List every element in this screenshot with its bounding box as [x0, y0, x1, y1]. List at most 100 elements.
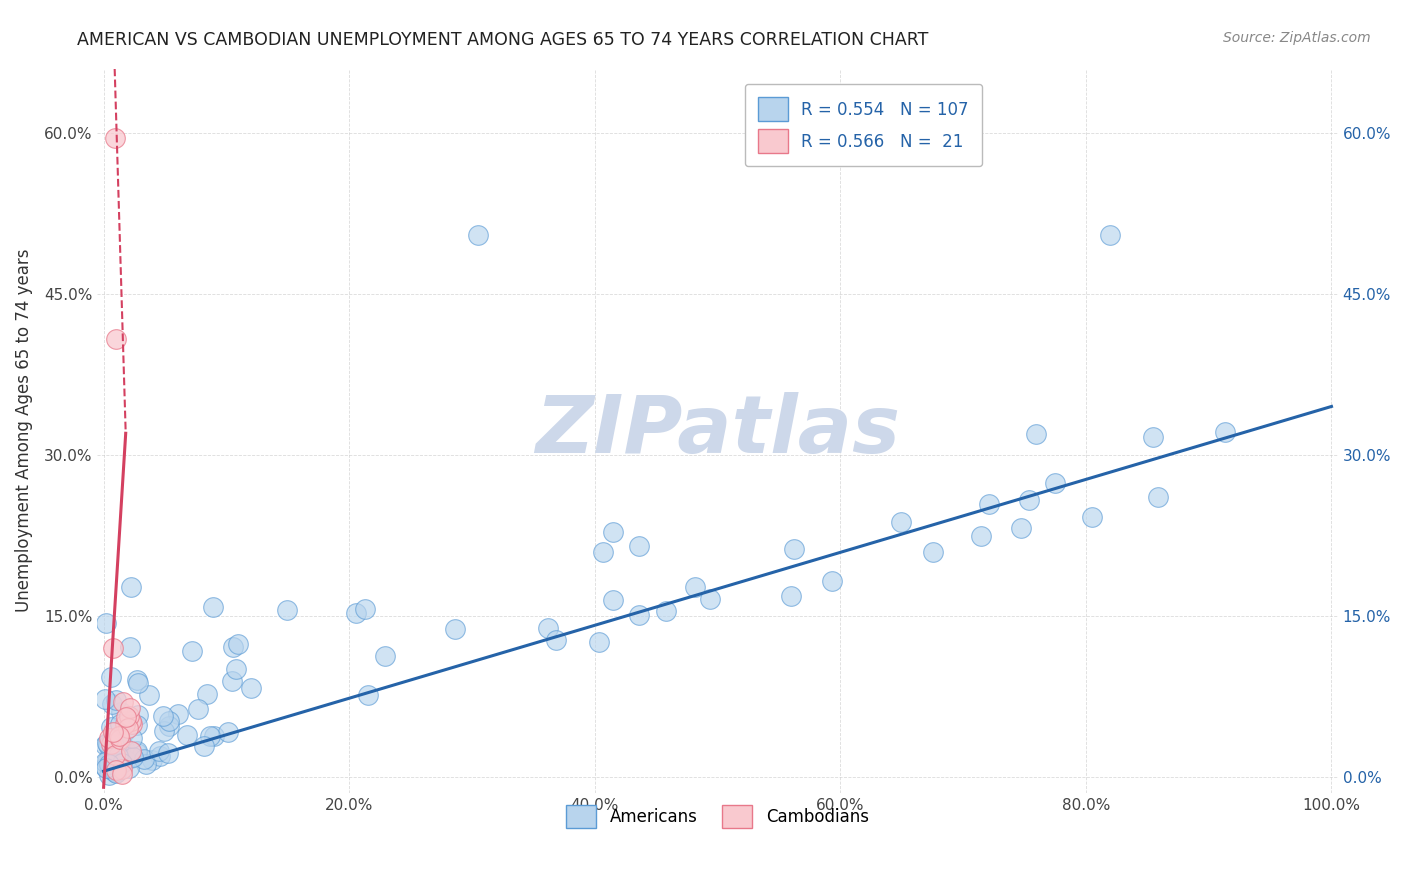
Point: [1018, 492, 1040, 507]
Point: [467, 227, 489, 242]
Point: [628, 608, 651, 623]
Point: [107, 729, 129, 743]
Point: [125, 744, 148, 758]
Point: [105, 761, 128, 775]
Point: [121, 717, 143, 731]
Point: [922, 544, 945, 558]
Point: [783, 541, 806, 556]
Point: [228, 637, 250, 651]
Point: [98, 731, 121, 745]
Point: [97, 739, 120, 753]
Point: [592, 545, 614, 559]
Point: [135, 756, 157, 771]
Point: [117, 721, 139, 735]
Point: [225, 662, 247, 676]
Point: [157, 719, 180, 733]
Point: [100, 764, 122, 778]
Point: [344, 606, 367, 620]
Point: [152, 709, 174, 723]
Point: [120, 701, 142, 715]
Point: [104, 332, 127, 346]
Point: [120, 580, 142, 594]
Point: [153, 724, 176, 739]
Point: [204, 730, 226, 744]
Point: [100, 751, 122, 765]
Point: [353, 602, 375, 616]
Point: [1080, 510, 1102, 524]
Point: [114, 723, 136, 738]
Point: [110, 705, 132, 719]
Point: [96, 754, 118, 768]
Point: [108, 731, 131, 746]
Point: [111, 695, 134, 709]
Point: [98, 757, 121, 772]
Point: [100, 720, 122, 734]
Point: [821, 574, 844, 588]
Point: [120, 714, 142, 728]
Point: [104, 755, 127, 769]
Point: [1099, 227, 1122, 242]
Point: [546, 633, 568, 648]
Point: [94, 738, 117, 752]
Point: [104, 765, 127, 780]
Point: [200, 729, 222, 743]
Point: [127, 708, 149, 723]
Text: AMERICAN VS CAMBODIAN UNEMPLOYMENT AMONG AGES 65 TO 74 YEARS CORRELATION CHART: AMERICAN VS CAMBODIAN UNEMPLOYMENT AMONG…: [77, 31, 929, 49]
Point: [699, 592, 721, 607]
Point: [654, 604, 676, 618]
Point: [127, 676, 149, 690]
Point: [157, 746, 180, 760]
Point: [1025, 427, 1047, 442]
Point: [357, 689, 380, 703]
Point: [96, 761, 118, 775]
Y-axis label: Unemployment Among Ages 65 to 74 years: Unemployment Among Ages 65 to 74 years: [15, 249, 32, 612]
Point: [111, 756, 134, 770]
Point: [114, 710, 136, 724]
Point: [217, 724, 239, 739]
Point: [157, 714, 180, 728]
Point: [98, 768, 121, 782]
Point: [94, 755, 117, 769]
Point: [1043, 476, 1066, 491]
Point: [103, 640, 125, 655]
Point: [118, 708, 141, 723]
Point: [110, 742, 132, 756]
Point: [103, 725, 125, 739]
Point: [602, 525, 624, 540]
Point: [101, 697, 124, 711]
Point: [166, 707, 188, 722]
Point: [138, 688, 160, 702]
Point: [537, 621, 560, 635]
Point: [104, 763, 127, 777]
Point: [105, 735, 128, 749]
Point: [588, 634, 610, 648]
Point: [374, 649, 396, 664]
Point: [100, 738, 122, 752]
Point: [181, 644, 204, 658]
Point: [1142, 430, 1164, 444]
Point: [105, 693, 128, 707]
Point: [120, 751, 142, 765]
Point: [627, 539, 650, 553]
Point: [104, 747, 127, 762]
Point: [105, 737, 128, 751]
Legend: Americans, Cambodians: Americans, Cambodians: [560, 798, 876, 835]
Point: [149, 749, 172, 764]
Point: [176, 728, 198, 742]
Point: [195, 687, 218, 701]
Point: [1011, 521, 1033, 535]
Point: [114, 740, 136, 755]
Point: [683, 580, 706, 594]
Point: [98, 760, 121, 774]
Point: [94, 760, 117, 774]
Point: [602, 593, 624, 607]
Point: [104, 764, 127, 779]
Text: ZIPatlas: ZIPatlas: [536, 392, 900, 469]
Text: Source: ZipAtlas.com: Source: ZipAtlas.com: [1223, 31, 1371, 45]
Point: [141, 753, 163, 767]
Point: [276, 603, 298, 617]
Point: [1213, 425, 1236, 440]
Point: [121, 750, 143, 764]
Point: [780, 589, 803, 603]
Point: [127, 746, 149, 760]
